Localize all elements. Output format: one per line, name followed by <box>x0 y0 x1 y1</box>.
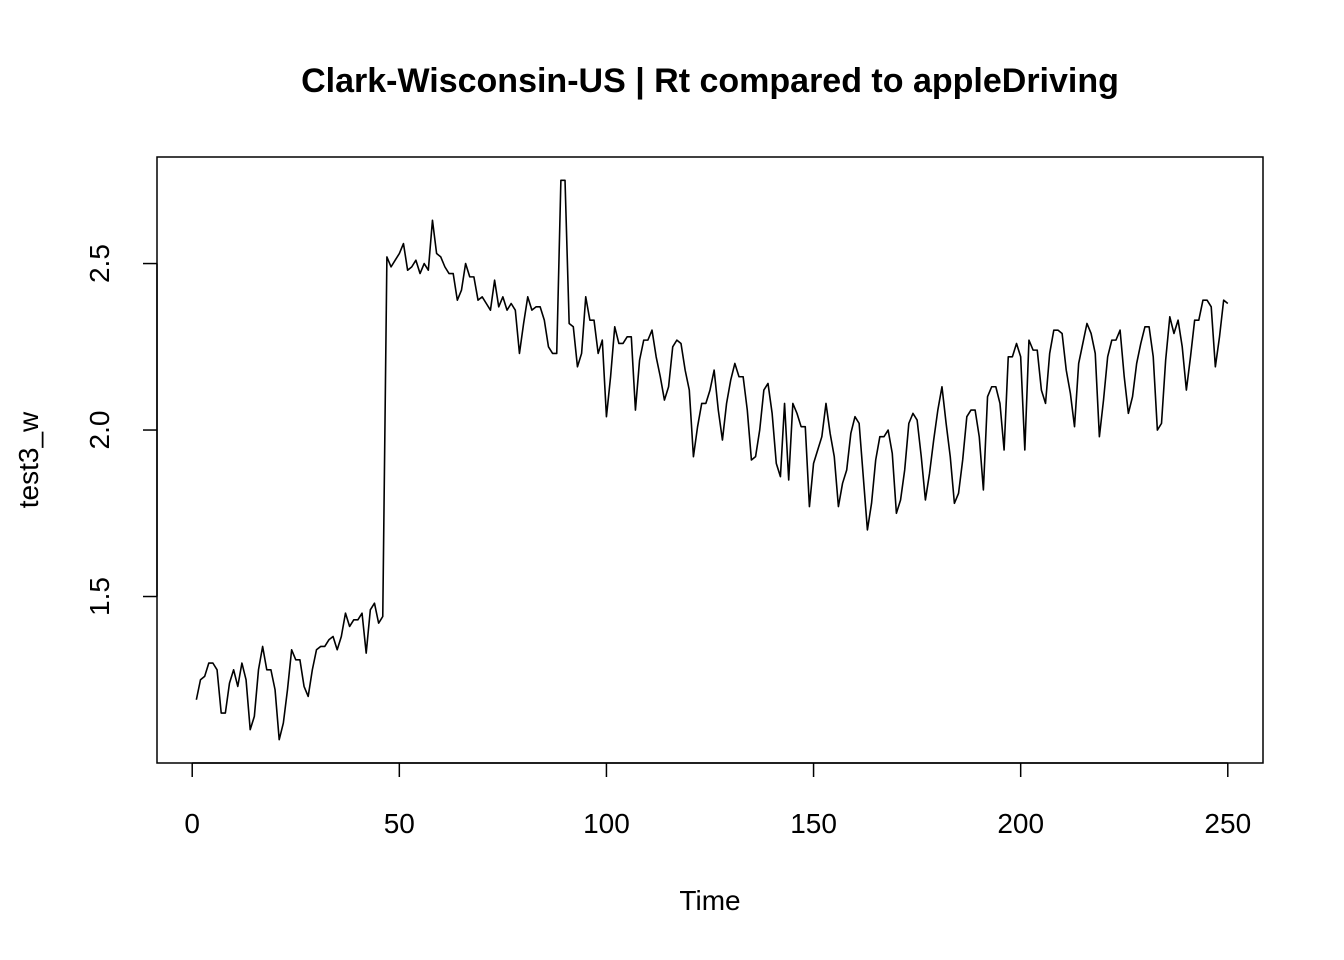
y-axis: 1.5 2.0 2.5 <box>84 244 158 616</box>
y-axis-label: test3_w <box>13 411 44 508</box>
plot-frame <box>156 156 1264 764</box>
x-axis: 0 50 100 150 200 250 <box>184 762 1251 839</box>
y-tick-label: 1.5 <box>84 577 115 616</box>
y-tick-label: 2.0 <box>84 411 115 450</box>
x-tick-label: 50 <box>384 808 415 839</box>
chart-title: Clark-Wisconsin-US | Rt compared to appl… <box>301 62 1119 100</box>
series-group <box>195 179 1229 741</box>
x-tick-label: 250 <box>1204 808 1251 839</box>
series-line <box>195 179 1229 741</box>
x-tick-label: 100 <box>583 808 630 839</box>
x-tick-label: 200 <box>997 808 1044 839</box>
x-tick-label: 0 <box>184 808 200 839</box>
y-tick-label: 2.5 <box>84 244 115 283</box>
x-axis-label: Time <box>679 885 740 916</box>
x-tick-label: 150 <box>790 808 837 839</box>
